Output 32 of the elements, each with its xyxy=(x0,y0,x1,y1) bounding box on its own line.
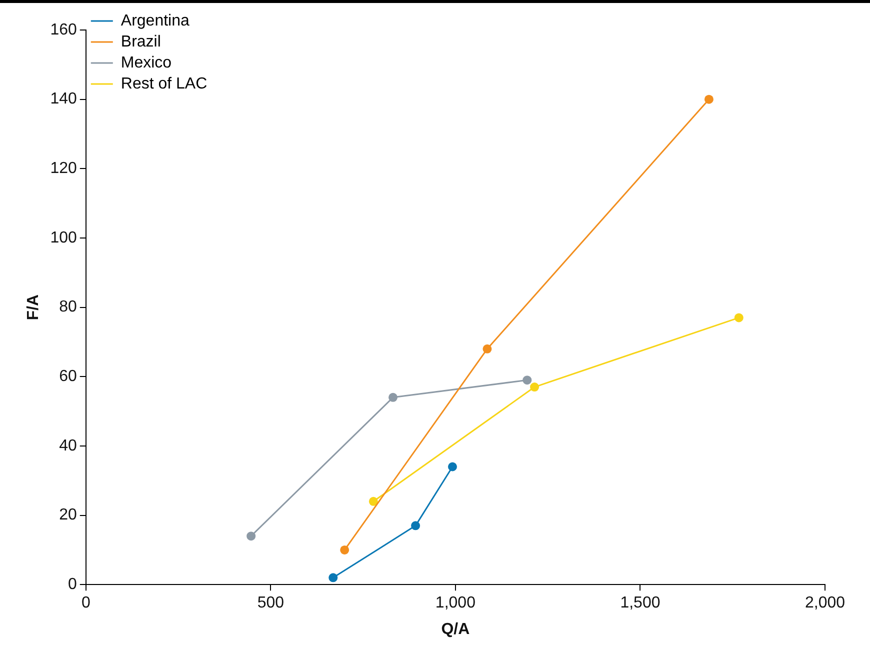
point xyxy=(340,545,350,554)
y-tick-label: 160 xyxy=(50,21,77,38)
point xyxy=(368,496,378,506)
point xyxy=(522,376,532,385)
point xyxy=(246,532,256,541)
legend-label: Brazil xyxy=(120,33,161,50)
legend-label: Mexico xyxy=(120,54,172,72)
y-axis-title: F/A xyxy=(25,294,42,320)
x-tick-label: 0 xyxy=(81,594,90,612)
y-tick-label: 0 xyxy=(68,576,77,594)
x-tick-label: 1,500 xyxy=(620,594,660,612)
x-tick-label: 500 xyxy=(257,594,284,612)
point xyxy=(411,521,420,530)
y-tick-label: 80 xyxy=(59,298,77,316)
y-tick-label: 60 xyxy=(59,368,77,386)
point xyxy=(388,392,398,402)
y-tick-label: 20 xyxy=(59,506,77,524)
x-tick-label: 1,000 xyxy=(435,594,476,612)
y-tick-label: 140 xyxy=(50,90,77,108)
y-tick-label: 100 xyxy=(50,229,77,246)
point xyxy=(482,344,492,354)
point xyxy=(530,382,540,392)
point xyxy=(328,573,338,582)
legend-label: Rest of LAC xyxy=(120,75,208,92)
point xyxy=(448,462,457,472)
y-tick-label: 40 xyxy=(59,437,77,454)
point xyxy=(734,313,744,322)
legend-label: Argentina xyxy=(120,12,190,30)
point xyxy=(704,94,714,104)
y-tick-label: 120 xyxy=(50,160,77,178)
x-tick-label: 2,000 xyxy=(804,594,846,612)
x-axis-title: Q/A xyxy=(441,620,470,638)
